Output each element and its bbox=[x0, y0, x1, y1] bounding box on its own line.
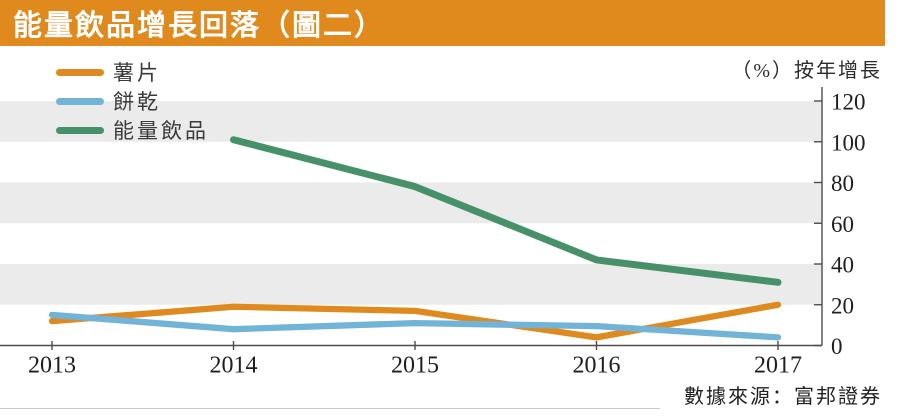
legend-label: 能量飲品 bbox=[113, 119, 209, 143]
y-tick-label: 20 bbox=[831, 293, 854, 318]
x-tick-label: 2017 bbox=[754, 353, 802, 379]
x-tick-label: 2013 bbox=[28, 353, 76, 379]
chips-line-swatch bbox=[56, 68, 104, 76]
series-line-餅乾 bbox=[48, 311, 782, 341]
legend-label: 餅乾 bbox=[113, 90, 161, 114]
bottom-divider bbox=[0, 408, 660, 409]
y-tick-label: 120 bbox=[831, 90, 866, 115]
legend-item-chips: 薯片 bbox=[56, 61, 209, 85]
legend-item-biscuits: 餅乾 bbox=[56, 90, 209, 114]
title-bar: 能量飲品增長回落（圖二） bbox=[0, 0, 885, 46]
y-tick-label: 100 bbox=[831, 130, 866, 155]
x-tick-label: 2016 bbox=[573, 353, 621, 379]
x-tick-label: 2014 bbox=[210, 353, 258, 379]
x-tick-label: 2015 bbox=[391, 353, 439, 379]
y-tick-label: 40 bbox=[831, 253, 854, 278]
y-axis-unit-label: （%）按年增長 bbox=[731, 60, 882, 82]
series-line-能量飲品 bbox=[230, 136, 782, 286]
line-chart-plot-area: 0 20 40 60 80 100 120 2013 2014 2015 2016 2017 bbox=[0, 87, 866, 379]
energy-drinks-line-swatch bbox=[56, 126, 104, 134]
grid-band bbox=[0, 182, 822, 224]
y-tick-label: 80 bbox=[831, 171, 854, 196]
chart-legend: 薯片 餅乾 能量飲品 bbox=[56, 61, 209, 143]
grid-band bbox=[0, 101, 822, 142]
chart-title: 能量飲品增長回落（圖二） bbox=[13, 10, 386, 42]
legend-label: 薯片 bbox=[113, 61, 161, 85]
legend-item-energy-drinks: 能量飲品 bbox=[56, 119, 209, 143]
data-source-note: 數據來源：富邦證券 bbox=[684, 386, 882, 408]
y-tick-label: 60 bbox=[831, 212, 854, 237]
series-line-薯片 bbox=[48, 301, 782, 341]
biscuits-line-swatch bbox=[56, 97, 104, 105]
y-tick-label: 0 bbox=[831, 334, 843, 359]
